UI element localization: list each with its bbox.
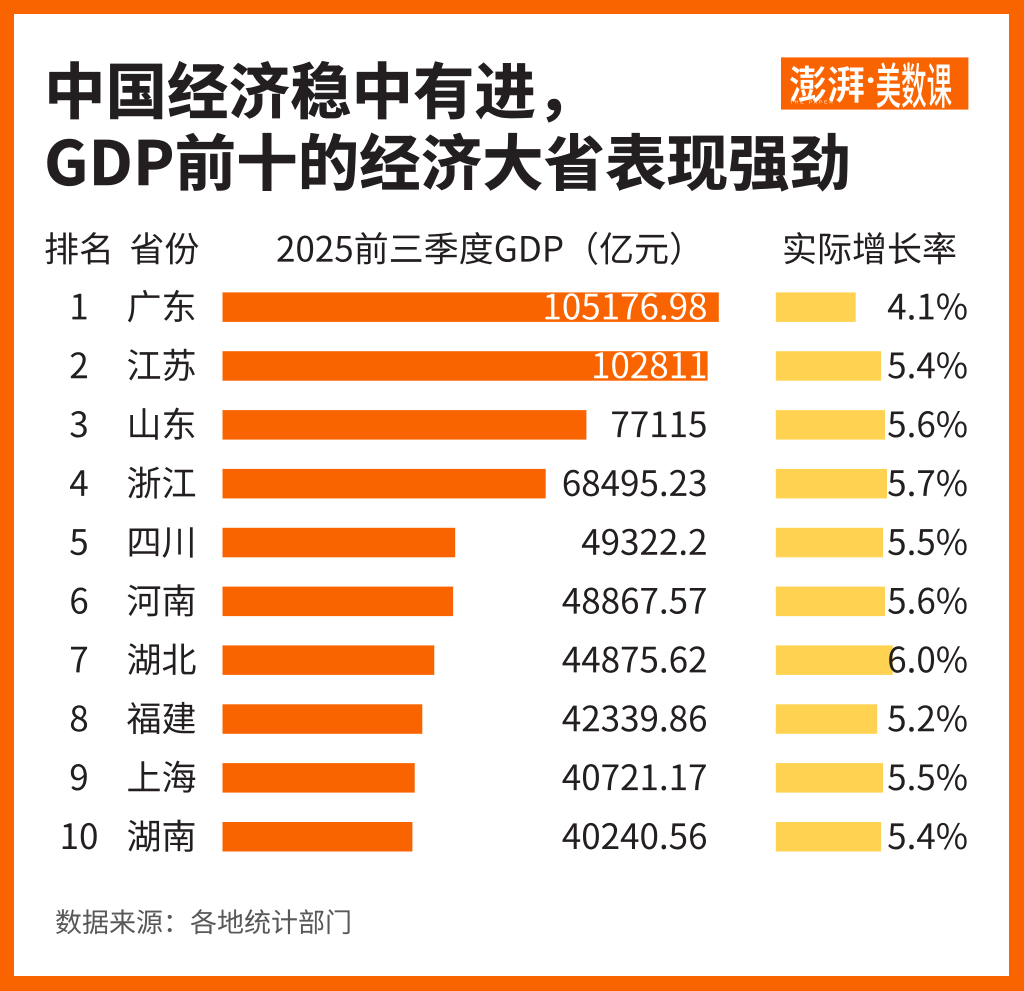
- svg-text:THE PAPER: THE PAPER: [790, 100, 835, 106]
